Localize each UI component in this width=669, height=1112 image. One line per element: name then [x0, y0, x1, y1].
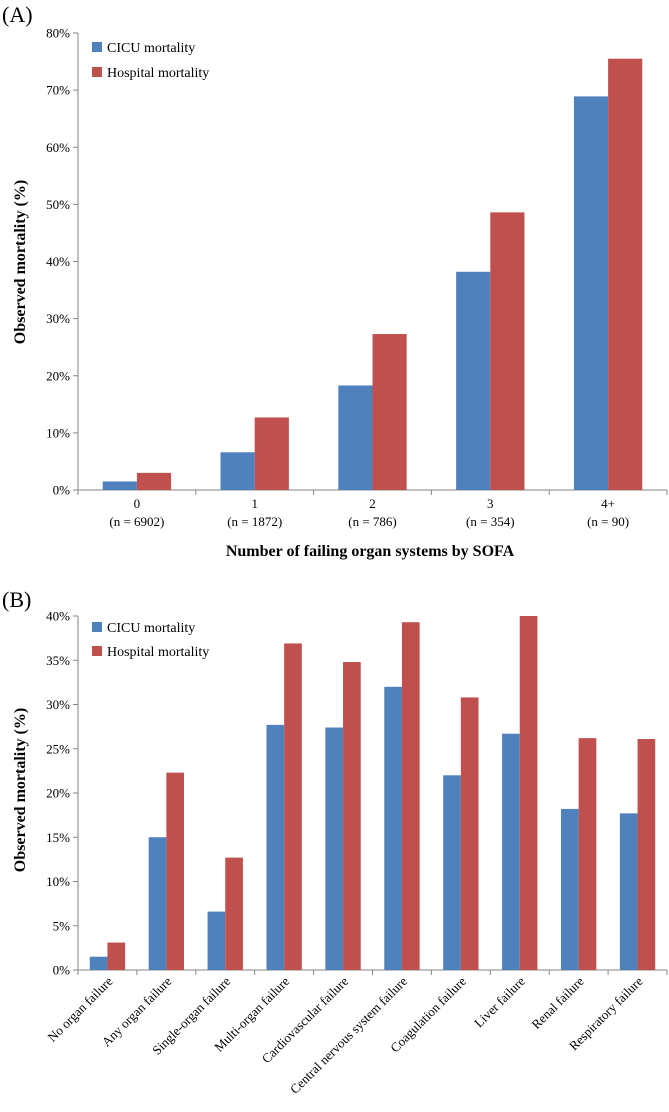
- x-category-label: 2: [369, 496, 376, 511]
- y-tick-label: 20%: [46, 786, 70, 801]
- y-tick-label: 25%: [46, 741, 70, 756]
- x-category-label: Central nervous system failure: [287, 973, 410, 1096]
- y-tick-label: 0%: [53, 483, 71, 498]
- y-tick-label: 60%: [46, 140, 70, 155]
- x-category-sublabel: (n = 90): [587, 514, 629, 529]
- bar-hospital: [284, 643, 302, 970]
- bar-hospital: [166, 772, 185, 970]
- bar-cicu: [560, 808, 579, 970]
- x-category-sublabel: (n = 354): [466, 514, 515, 529]
- legend-swatch-hospital: [92, 67, 102, 77]
- bar-hospital: [490, 212, 525, 490]
- panel-b-plot-area: 0%5%10%15%20%25%30%35%40%No organ failur…: [44, 609, 668, 1097]
- bar-hospital: [254, 417, 289, 490]
- bar-cicu: [443, 775, 461, 970]
- x-category-label: 0: [134, 496, 141, 511]
- y-tick-label: 10%: [46, 425, 70, 440]
- y-tick-label: 20%: [46, 368, 70, 383]
- bar-hospital: [519, 616, 538, 970]
- x-category-sublabel: (n = 6902): [109, 514, 164, 529]
- y-tick-label: 15%: [46, 830, 70, 845]
- y-tick-label: 0%: [53, 963, 71, 978]
- legend-swatch-cicu: [92, 622, 102, 632]
- panel-b-legend: CICU mortality Hospital mortality: [92, 621, 209, 660]
- panel-a-y-axis-title: Observed mortality (%): [12, 180, 29, 344]
- panel-a-legend: CICU mortality Hospital mortality: [92, 41, 209, 81]
- y-tick-label: 30%: [46, 697, 70, 712]
- x-category-label: Liver failure: [471, 973, 528, 1030]
- bar-cicu: [220, 452, 255, 490]
- legend-label-cicu: CICU mortality: [107, 41, 195, 56]
- x-category-label: 4+: [601, 496, 615, 511]
- y-tick-label: 30%: [46, 311, 70, 326]
- panel-a: (A) Observed mortality (%) Number of fai…: [2, 2, 668, 560]
- bar-hospital: [107, 942, 126, 970]
- legend-swatch-hospital: [92, 646, 102, 656]
- bar-hospital: [225, 857, 243, 970]
- bar-cicu: [573, 96, 609, 490]
- bar-hospital: [460, 697, 479, 970]
- y-tick-label: 80%: [46, 26, 70, 41]
- bar-cicu: [325, 727, 344, 970]
- panel-b-label: (B): [2, 587, 31, 612]
- bar-cicu: [384, 686, 402, 970]
- bar-hospital: [343, 662, 361, 970]
- panel-a-x-axis-title: Number of failing organ systems by SOFA: [226, 543, 515, 560]
- bar-hospital: [608, 58, 643, 491]
- bar-hospital: [401, 622, 420, 970]
- y-tick-label: 35%: [46, 653, 70, 668]
- y-tick-label: 50%: [46, 197, 70, 212]
- x-category-sublabel: (n = 1872): [227, 514, 282, 529]
- panel-b-y-axis-title: Observed mortality (%): [12, 708, 29, 872]
- bar-cicu: [266, 724, 285, 970]
- y-tick-label: 40%: [46, 609, 70, 624]
- x-category-label: 3: [487, 496, 494, 511]
- legend-label-hospital: Hospital mortality: [107, 66, 209, 81]
- bar-hospital: [136, 472, 172, 490]
- legend-label-cicu: CICU mortality: [107, 621, 195, 636]
- bar-cicu: [619, 813, 638, 970]
- panel-a-plot-area: 0% 10% 20% 30% 40% 50% 60% 70% 80% 0 (n = 6902) 1 (n…: [46, 26, 668, 529]
- y-tick-label: 40%: [46, 254, 70, 269]
- panel-a-label: (A): [2, 2, 33, 27]
- x-category-label: Renal failure: [528, 973, 586, 1031]
- x-category-label: 1: [251, 496, 258, 511]
- bar-cicu: [338, 385, 373, 490]
- bar-hospital: [637, 739, 656, 970]
- y-tick-label: 70%: [46, 83, 70, 98]
- bar-hospital: [372, 334, 407, 490]
- bar-hospital: [578, 738, 597, 970]
- legend-swatch-cicu: [92, 42, 102, 52]
- legend-label-hospital: Hospital mortality: [107, 645, 209, 660]
- bar-cicu: [102, 481, 137, 490]
- bar-cicu: [148, 837, 167, 970]
- bar-cicu: [207, 911, 226, 970]
- panel-b: (B) Observed mortality (%) CICU mortalit…: [2, 587, 668, 1097]
- bar-cicu: [502, 733, 520, 970]
- bar-cicu: [456, 271, 491, 490]
- y-tick-label: 5%: [53, 918, 71, 933]
- y-tick-label: 10%: [46, 874, 70, 889]
- bar-cicu: [89, 956, 108, 970]
- x-category-sublabel: (n = 786): [348, 514, 397, 529]
